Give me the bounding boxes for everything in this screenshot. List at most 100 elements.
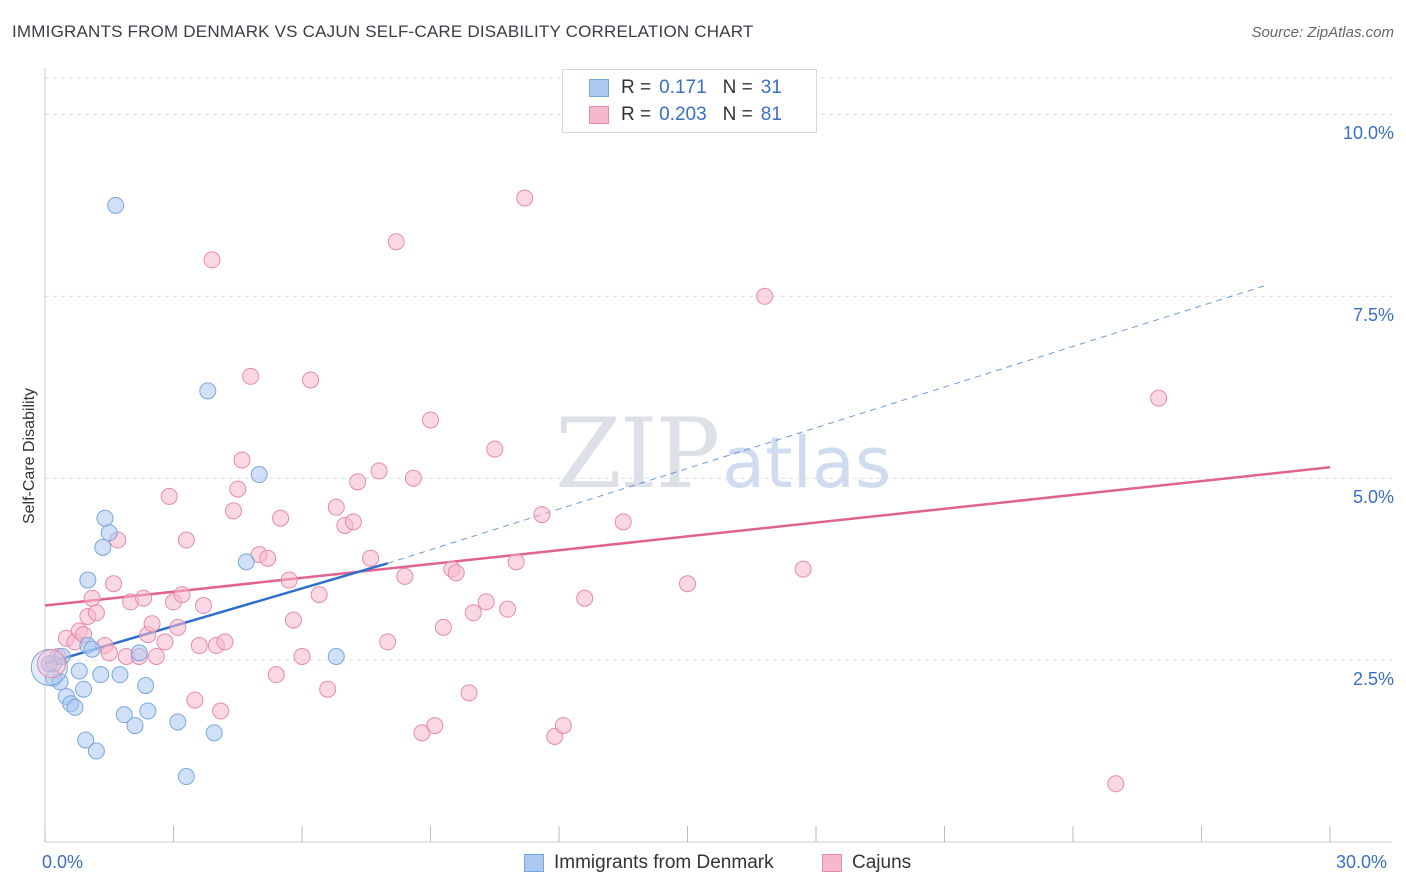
- point-cajuns: [302, 371, 320, 389]
- point-denmark: [77, 731, 95, 749]
- bottom-legend-swatch-denmark: [524, 854, 544, 872]
- point-denmark: [66, 698, 84, 716]
- point-cajuns: [477, 593, 495, 611]
- y-tick-label: 2.5%: [1352, 669, 1394, 690]
- legend-row-denmark: R = 0.171 N = 31: [589, 76, 782, 100]
- point-cajuns: [203, 251, 221, 269]
- legend-r-value: 0.171: [659, 77, 707, 98]
- point-denmark: [327, 647, 345, 665]
- point-cajuns: [387, 233, 405, 251]
- point-cajuns: [370, 462, 388, 480]
- point-cajuns: [135, 589, 153, 607]
- point-cajuns: [379, 633, 397, 651]
- point-cajuns: [533, 506, 551, 524]
- point-cajuns: [434, 618, 452, 636]
- point-cajuns: [224, 502, 242, 520]
- point-cajuns: [216, 633, 234, 651]
- point-denmark: [177, 768, 195, 786]
- point-cajuns: [169, 618, 187, 636]
- point-cajuns: [293, 647, 311, 665]
- point-denmark: [96, 509, 114, 527]
- point-cajuns: [143, 615, 161, 633]
- bottom-legend-swatch-cajuns: [822, 854, 842, 872]
- point-cajuns: [280, 571, 298, 589]
- point-cajuns: [105, 575, 123, 593]
- point-denmark: [79, 571, 97, 589]
- legend-swatch-denmark: [589, 79, 609, 97]
- point-denmark: [100, 524, 118, 542]
- point-cajuns: [447, 564, 465, 582]
- x-axis: [44, 68, 1392, 843]
- source-label: Source: ZipAtlas.com: [1251, 24, 1394, 41]
- point-cajuns: [422, 411, 439, 429]
- point-cajuns: [229, 480, 247, 498]
- point-denmark: [205, 724, 223, 742]
- point-cajuns: [259, 549, 277, 567]
- point-denmark: [92, 666, 110, 684]
- point-cajuns: [242, 367, 260, 385]
- legend-r-label: R =: [621, 77, 652, 98]
- point-cajuns: [147, 647, 165, 665]
- point-cajuns: [87, 604, 105, 622]
- point-denmark: [94, 538, 112, 556]
- x-tick-label-min: 0.0%: [42, 852, 84, 872]
- point-cajuns: [319, 680, 337, 698]
- y-axis-label: Self-Care Disability: [21, 387, 38, 525]
- point-cajuns: [349, 473, 367, 491]
- point-cajuns: [576, 589, 594, 607]
- watermark-zip: ZIP: [555, 398, 720, 510]
- point-cajuns: [1107, 775, 1125, 793]
- point-cajuns: [362, 549, 380, 567]
- point-cajuns: [177, 531, 195, 549]
- legend-swatch-cajuns: [589, 106, 609, 124]
- point-cajuns: [156, 633, 174, 651]
- chart-title: IMMIGRANTS FROM DENMARK VS CAJUN SELF-CA…: [12, 22, 754, 41]
- point-cajuns: [344, 513, 362, 531]
- point-cajuns: [756, 287, 774, 305]
- legend-n-value: 81: [760, 104, 782, 125]
- y-tick-label: 7.5%: [1352, 305, 1394, 326]
- point-cajuns: [679, 575, 696, 593]
- point-denmark: [250, 466, 268, 484]
- point-denmark: [115, 706, 133, 724]
- point-denmark: [83, 640, 101, 658]
- point-cajuns: [404, 469, 422, 487]
- data-points: [30, 189, 1168, 793]
- point-cajuns: [160, 487, 178, 505]
- point-denmark: [87, 742, 105, 760]
- point-cajuns: [396, 567, 414, 585]
- point-cajuns: [83, 589, 101, 607]
- point-cluster-cajuns: [36, 649, 66, 679]
- point-cajuns: [460, 684, 478, 702]
- bottom-legend-label-cajuns: Cajuns: [852, 852, 912, 873]
- point-denmark: [237, 553, 255, 571]
- point-cajuns: [100, 644, 118, 662]
- point-cajuns: [310, 586, 328, 604]
- point-cajuns: [794, 560, 812, 578]
- point-cajuns: [186, 691, 204, 709]
- legend-n-label: N =: [722, 77, 753, 98]
- point-denmark: [199, 382, 217, 400]
- point-cajuns: [272, 509, 290, 527]
- point-cajuns: [233, 451, 251, 469]
- point-cajuns: [327, 498, 345, 516]
- point-cajuns: [212, 702, 230, 720]
- point-denmark: [126, 717, 144, 735]
- bottom-legend-cajuns: Cajuns: [822, 852, 911, 874]
- point-denmark: [111, 666, 129, 684]
- point-cajuns: [267, 666, 285, 684]
- bottom-legend-denmark: Immigrants from Denmark: [524, 852, 774, 874]
- point-denmark: [169, 713, 187, 731]
- point-denmark: [75, 680, 93, 698]
- point-denmark: [130, 644, 148, 662]
- bottom-legend-label-denmark: Immigrants from Denmark: [554, 852, 774, 873]
- watermark: ZIPatlas: [555, 398, 891, 510]
- point-cajuns: [173, 586, 191, 604]
- y-tick-label: 5.0%: [1352, 487, 1394, 508]
- point-cajuns: [486, 440, 504, 458]
- point-cajuns: [499, 600, 517, 618]
- point-denmark: [139, 702, 157, 720]
- point-cajuns: [284, 611, 302, 629]
- legend-r-value: 0.203: [659, 104, 707, 125]
